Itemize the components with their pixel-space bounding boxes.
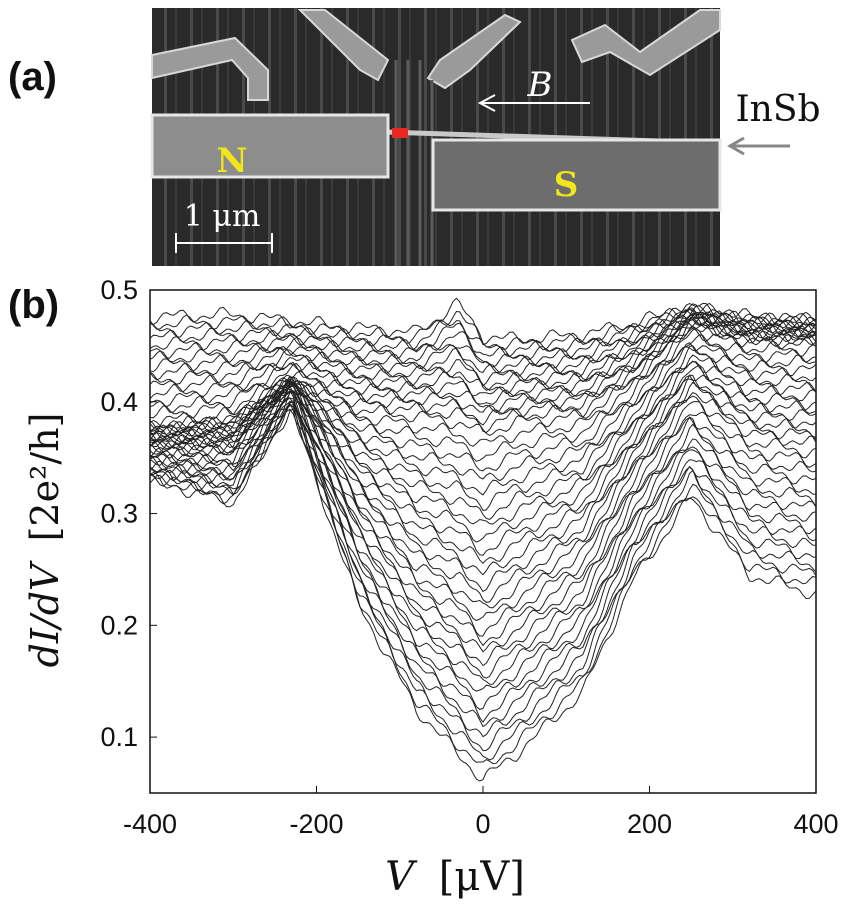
conductance-trace bbox=[149, 302, 817, 351]
contact-label-s: S bbox=[554, 165, 579, 205]
conductance-trace bbox=[149, 303, 817, 361]
y-tick-label: 0.5 bbox=[100, 275, 138, 305]
nanowire-pointer-arrow bbox=[726, 136, 790, 156]
conductance-trace bbox=[149, 345, 817, 482]
conductance-trace bbox=[149, 397, 817, 679]
conductance-trace bbox=[149, 405, 817, 738]
conductance-trace bbox=[149, 342, 817, 496]
conductance-trace bbox=[149, 381, 817, 603]
gate-electrode-1 bbox=[151, 36, 269, 101]
conductance-trace bbox=[149, 312, 817, 405]
x-tick-label: -400 bbox=[123, 809, 177, 839]
plot-frame bbox=[149, 289, 817, 794]
conductance-trace bbox=[149, 408, 817, 782]
conductance-trace bbox=[149, 334, 817, 472]
conductance-plot: -400 -200 0 200 400 0.1 0.2 0.3 0.4 0.5 bbox=[100, 275, 838, 839]
y-axis-unit: [2e²/h] bbox=[23, 413, 67, 542]
x-axis-title: V [μV] bbox=[385, 854, 525, 900]
conductance-trace bbox=[149, 305, 817, 368]
x-tick-label: 0 bbox=[475, 809, 490, 839]
conductance-trace bbox=[149, 378, 817, 609]
scale-bar-label: 1 μm bbox=[184, 199, 261, 234]
field-arrow bbox=[477, 94, 590, 112]
conductance-trace bbox=[149, 297, 817, 346]
y-axis-variable: dI/dV bbox=[23, 560, 67, 667]
nanowire-label: InSb bbox=[735, 89, 820, 130]
superconducting-contact bbox=[431, 138, 722, 212]
svg-text:dI/dV [2e²/h]: dI/dV [2e²/h] bbox=[23, 413, 67, 668]
conductance-trace bbox=[149, 408, 817, 752]
conductance-trace bbox=[149, 400, 817, 765]
conductance-trace bbox=[149, 327, 817, 447]
junction-highlight bbox=[392, 128, 408, 138]
y-axis-title: dI/dV [2e²/h] bbox=[23, 413, 67, 668]
conductance-trace bbox=[149, 314, 817, 395]
conductance-trace bbox=[149, 310, 817, 374]
conductance-trace bbox=[149, 320, 817, 415]
y-tick-label: 0.3 bbox=[100, 499, 138, 529]
conductance-trace bbox=[149, 312, 817, 398]
conductance-trace bbox=[149, 391, 817, 692]
conductance-trace bbox=[149, 354, 817, 520]
x-tick-label: 200 bbox=[627, 809, 672, 839]
x-tick-label: 400 bbox=[793, 809, 838, 839]
scale-bar bbox=[175, 233, 273, 253]
conductance-trace bbox=[149, 401, 817, 728]
gate-electrode-2 bbox=[297, 9, 390, 82]
normal-contact bbox=[150, 113, 390, 179]
x-axis-ticks: -400 -200 0 200 400 bbox=[123, 786, 839, 839]
conductance-trace bbox=[149, 389, 817, 685]
y-tick-label: 0.4 bbox=[100, 387, 138, 417]
device-micrograph: N S B 1 μm bbox=[150, 8, 722, 266]
contact-label-n: N bbox=[216, 141, 247, 181]
conductance-trace bbox=[149, 374, 817, 576]
conductance-trace bbox=[149, 399, 817, 710]
panel-b-label: (b) bbox=[8, 283, 59, 327]
y-axis-ticks: 0.1 0.2 0.3 0.4 0.5 bbox=[100, 275, 157, 752]
y-tick-label: 0.2 bbox=[100, 610, 138, 640]
field-label: B bbox=[527, 65, 553, 105]
gate-electrode-4 bbox=[570, 9, 721, 77]
conductance-trace bbox=[149, 402, 817, 761]
x-axis-variable: V bbox=[385, 854, 418, 900]
conductance-trace bbox=[149, 390, 817, 647]
panel-a-label: (a) bbox=[8, 55, 57, 99]
y-tick-label: 0.1 bbox=[100, 722, 138, 752]
gate-electrode-3 bbox=[426, 13, 522, 90]
trace-group bbox=[149, 297, 817, 782]
conductance-trace bbox=[149, 317, 817, 414]
x-tick-label: -200 bbox=[289, 809, 343, 839]
conductance-trace bbox=[149, 308, 817, 387]
x-axis-unit: [μV] bbox=[439, 854, 525, 900]
svg-text:V [μV]: V [μV] bbox=[385, 854, 525, 900]
conductance-trace bbox=[149, 323, 817, 436]
conductance-trace bbox=[149, 360, 817, 543]
